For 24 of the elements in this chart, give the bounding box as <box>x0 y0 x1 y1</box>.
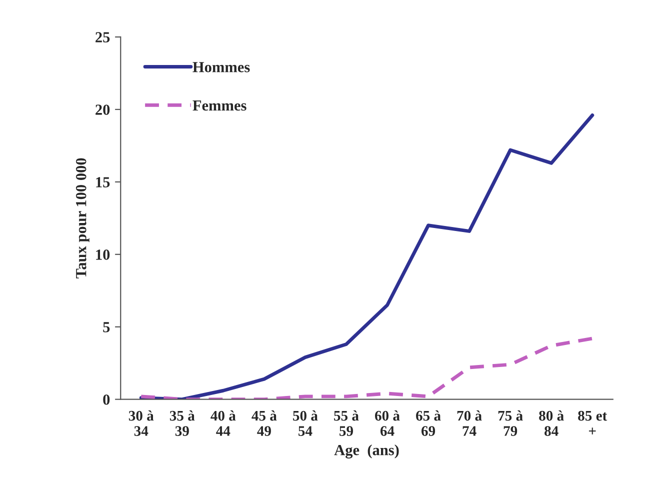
y-tick-label: 0 <box>103 394 110 405</box>
x-tick-label: 40 à 44 <box>210 410 236 436</box>
x-tick-label: 45 à 49 <box>252 410 277 436</box>
x-tick-label: 60 à 64 <box>375 410 400 436</box>
x-axis-title: Age (ans) <box>334 444 399 458</box>
x-tick-label: 75 à 79 <box>498 410 523 436</box>
x-tick-label: 35 à 39 <box>170 410 195 436</box>
x-tick-label: 85 et + <box>578 410 608 434</box>
x-tick-label: 70 à 74 <box>457 410 482 436</box>
x-tick-label: 50 à 54 <box>293 410 318 436</box>
x-tick-label: 65 à 69 <box>416 410 441 436</box>
y-tick-label: 25 <box>96 32 110 42</box>
line-series <box>139 336 594 400</box>
y-axis-title: Taux pour 100 000 <box>76 158 90 278</box>
y-tick-label: 10 <box>96 250 110 260</box>
x-tick-label: 30 à 34 <box>128 410 154 436</box>
y-tick-label: 20 <box>96 104 110 115</box>
legend-label: Femmes <box>192 100 246 111</box>
line-series <box>139 114 594 400</box>
y-tick-label: 15 <box>96 177 110 188</box>
legend-label: Hommes <box>192 62 250 72</box>
x-tick-label: 55 à 59 <box>334 410 359 436</box>
x-tick-label: 80 à 84 <box>539 410 564 436</box>
y-tick-label: 5 <box>103 322 110 332</box>
